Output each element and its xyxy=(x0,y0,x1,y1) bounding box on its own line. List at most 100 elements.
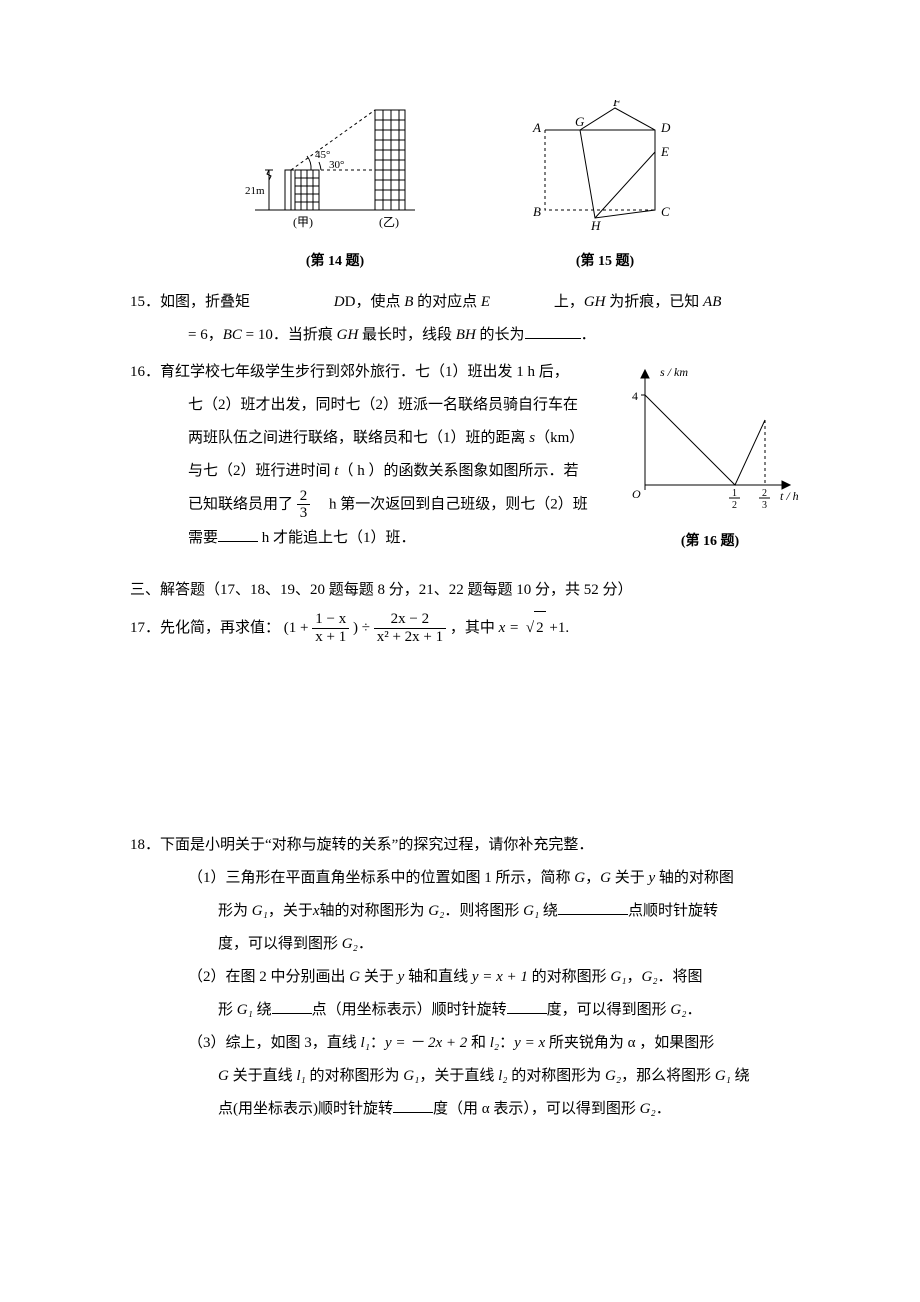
q18-p2-num: （2） xyxy=(188,969,226,985)
q15-t9: 的长为 xyxy=(476,327,525,343)
q16-frac-n: 2 xyxy=(297,488,311,506)
q17-f1d: x + 1 xyxy=(312,629,349,646)
q16-t6b: h 才能追上七（1）班． xyxy=(258,530,416,546)
q17-sqrt: 2 xyxy=(523,611,546,645)
q18-p1-G2c: G₂ xyxy=(342,936,358,952)
q18-p1-t5: 形为 xyxy=(218,903,252,919)
q15-GH2: GH xyxy=(337,327,359,343)
fig16-x1d: 2 xyxy=(732,500,737,510)
q15-GH: GH xyxy=(584,294,606,310)
label-right: (乙) xyxy=(379,215,399,229)
q18-p3-G2: G₂ xyxy=(605,1068,621,1084)
q18-p3-G2b: G₂ xyxy=(640,1101,656,1117)
q16-t3b: （km） xyxy=(535,430,584,446)
q18-p1-x: x xyxy=(313,903,320,919)
q18-p1-G2: G₂ xyxy=(428,903,444,919)
q18-p3-eq2: y = x xyxy=(514,1035,545,1051)
q15-E: E xyxy=(481,294,490,310)
q16-t4b: （ h ）的函数关系图象如图所示．若 xyxy=(338,463,578,479)
q16-t1: 育红学校七年级学生步行到郊外旅行．七（1）班出发 1 h 后， xyxy=(160,364,569,380)
figure-14: 45° 30° 21m (甲) (乙) (第 14 题) xyxy=(245,100,425,278)
q18-p3-t13: ． xyxy=(656,1101,671,1117)
q18-p2-t9: 点（用坐标表示）顺时针旋转 xyxy=(312,1002,507,1018)
q18-p3-G1b: G₁ xyxy=(715,1068,731,1084)
q18-p2-eq: y = x + 1 xyxy=(472,969,528,985)
q18-p2-t11: ． xyxy=(686,1002,701,1018)
fig16-x2d: 3 xyxy=(762,500,767,510)
q18-p2-t7: 形 xyxy=(218,1002,237,1018)
q18-p3-t3: 和 xyxy=(467,1035,490,1051)
q18-p1-G1: G₁ xyxy=(252,903,268,919)
q18-p2-l2: 形 G₁ 绕点（用坐标表示）顺时针旋转度，可以得到图形 G₂． xyxy=(188,994,800,1027)
pt-E: E xyxy=(660,144,669,159)
q17-f1: 1 − xx + 1 xyxy=(312,611,349,645)
q15-BC: BC xyxy=(223,327,242,343)
q18-p3-l2: l₂ xyxy=(490,1035,499,1051)
question-15: 15．如图，折叠矩 DD，使点 B 的对应点 E 上，GH 为折痕，已知 AB … xyxy=(130,286,800,352)
q18-p1-t11: 度，可以得到图形 xyxy=(218,936,342,952)
q18-p1-G: G xyxy=(574,870,585,886)
q18-p1-t10: 点顺时针旋转 xyxy=(628,903,718,919)
q15-period: ． xyxy=(581,327,596,343)
q18-p2-G1: G₁ xyxy=(610,969,626,985)
q15-t4: 上， xyxy=(554,294,584,310)
figure-row: 45° 30° 21m (甲) (乙) (第 14 题) xyxy=(130,100,800,278)
q16-t4: 与七（2）班行进时间 xyxy=(188,463,334,479)
q15-AB: AB xyxy=(703,294,721,310)
q18-p2-blank2 xyxy=(507,998,547,1014)
fig16-ytick: 4 xyxy=(632,389,638,403)
q18-p1-G2a: G xyxy=(600,870,611,886)
q18-p3-G: G xyxy=(218,1068,229,1084)
q18-p3-G1: G₁ xyxy=(403,1068,419,1084)
page: 45° 30° 21m (甲) (乙) (第 14 题) xyxy=(0,0,920,1302)
q18-p3-l1: l₁ xyxy=(361,1035,370,1051)
q17-open: (1 + xyxy=(284,620,309,636)
q18-p1-t1: 三角形在平面直角坐标系中的位置如图 1 所示，简称 xyxy=(226,870,575,886)
q17-rad: 2 xyxy=(534,611,546,645)
q17-t2: ，其中 xyxy=(450,620,499,636)
figure-15-svg: A B C D E F G H xyxy=(525,100,685,230)
q18-p1-t2: ， xyxy=(585,870,600,886)
q18-p3-eq1: y = － 2x + 2 xyxy=(385,1035,467,1051)
q18-p1-t7: 轴的对称图形为 xyxy=(320,903,429,919)
q18-p1-t8: ．则将图形 xyxy=(444,903,523,919)
q18-p3-blank xyxy=(393,1097,433,1113)
q18-p1-t12: ． xyxy=(358,936,373,952)
q18-p1-num: （1） xyxy=(188,870,226,886)
fig16-origin: O xyxy=(632,487,641,501)
q18-p1-l2: 形为 G₁，关于x轴的对称图形为 G₂．则将图形 G₁ 绕点顺时针旋转 xyxy=(188,895,800,928)
q18-p2-t10: 度，可以得到图形 xyxy=(547,1002,671,1018)
q18-p2-t4: 的对称图形 xyxy=(528,969,611,985)
q18-p1-t6: ，关于 xyxy=(268,903,313,919)
pt-D: D xyxy=(660,120,671,135)
q15-t8: 最长时，线段 xyxy=(358,327,456,343)
q18-p2-G2: G₂ xyxy=(641,969,657,985)
pt-H: H xyxy=(590,218,601,230)
q18-p3-t10: 绕 xyxy=(731,1068,750,1084)
q17-f1n: 1 − x xyxy=(312,611,349,629)
pt-G: G xyxy=(575,114,585,129)
figure-16-svg: s / km t / h 4 O 1 2 2 3 xyxy=(620,360,800,510)
q17-plus: +1. xyxy=(549,620,569,636)
q18-t1: 下面是小明关于“对称与旋转的关系”的探究过程，请你补充完整． xyxy=(160,837,593,853)
spacer xyxy=(130,645,800,825)
figure-16: s / km t / h 4 O 1 2 2 3 (第 16 题) xyxy=(620,360,800,558)
q18-p2-blank1 xyxy=(272,998,312,1014)
fig16-ylabel: s / km xyxy=(660,365,688,379)
q18-p1: （1）三角形在平面直角坐标系中的位置如图 1 所示，简称 G，G 关于 y 轴的… xyxy=(130,862,800,961)
q18-p3-l1b: l₁ xyxy=(296,1068,305,1084)
q18-p2-t1: 在图 2 中分别画出 xyxy=(226,969,350,985)
q16-t3: 两班队伍之间进行联络，联络员和七（1）班的距离 xyxy=(188,430,529,446)
q16-t5a: 已知联络员用了 xyxy=(188,496,293,512)
q15-t7: = 10．当折痕 xyxy=(242,327,337,343)
q18-p3: （3）综上，如图 3，直线 l₁：y = － 2x + 2 和 l₂：y = x… xyxy=(130,1027,800,1126)
pt-C: C xyxy=(661,204,670,219)
q18-p3-t1: 综上，如图 3，直线 xyxy=(226,1035,361,1051)
figure-15: A B C D E F G H (第 15 题) xyxy=(525,100,685,278)
pt-A: A xyxy=(532,120,541,135)
angle-30: 30° xyxy=(329,159,344,171)
q15-num: 15． xyxy=(130,294,160,310)
q16-blank xyxy=(218,526,258,542)
q18-p1-t9: 绕 xyxy=(539,903,558,919)
q18-p3-l2line: G 关于直线 l₁ 的对称图形为 G₁，关于直线 l₂ 的对称图形为 G₂，那么… xyxy=(188,1060,800,1093)
